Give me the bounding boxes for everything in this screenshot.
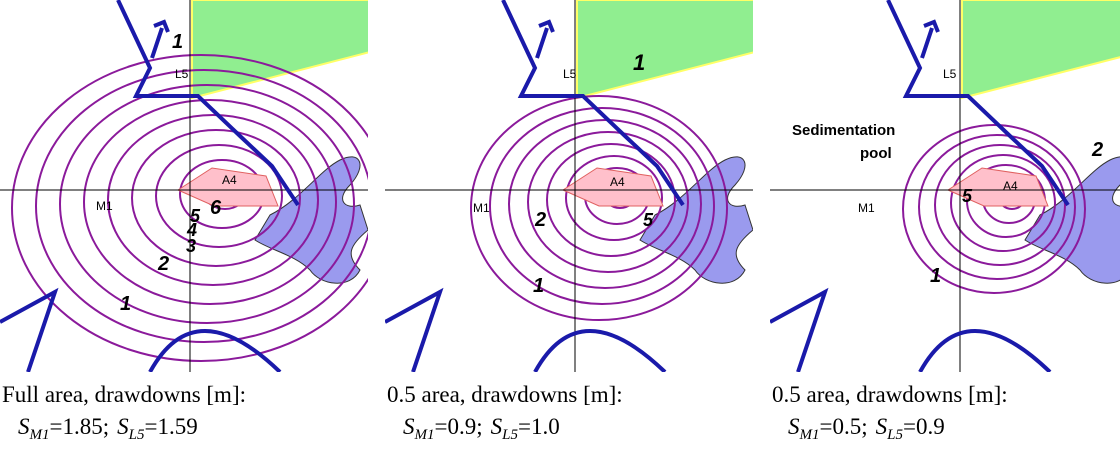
map-label: 1: [120, 293, 131, 315]
map-layer: L5 Sedimentation pool A4 M1 2 5 1: [770, 0, 1120, 372]
map-content: 1 L5 A4 M1 2 5 1: [385, 0, 755, 372]
symbol: S: [403, 414, 415, 439]
map-layer: 1 L5 A4 M1 2 5 1: [385, 0, 755, 372]
map-label: 5: [643, 210, 654, 230]
caption-line: SM1=0.9;SL5=1.0: [403, 414, 560, 443]
symbol: S: [18, 414, 30, 439]
map-label: 5: [962, 186, 973, 206]
caption-line: Full area, drawdowns [m]:: [2, 382, 246, 407]
map-panel: L5 Sedimentation pool A4 M1 2 5 1 0.5 area, draw…: [770, 0, 1120, 443]
subscript: L5: [886, 427, 903, 443]
caption-line: 0.5 area, drawdowns [m]:: [772, 382, 1008, 407]
value: =1.59: [144, 414, 197, 439]
subscript: L5: [128, 427, 145, 443]
caption-line: SM1=0.5;SL5=0.9: [788, 414, 945, 443]
value: =1.85;: [50, 414, 110, 439]
symbol: S: [876, 414, 888, 439]
map-label: pool: [860, 145, 892, 162]
map-label: 1: [172, 31, 183, 53]
caption-line: 0.5 area, drawdowns [m]:: [387, 382, 623, 407]
value: =0.9: [903, 414, 945, 439]
map-label: A4: [1003, 179, 1018, 193]
map-label: L5: [563, 67, 577, 81]
map-label: A4: [610, 175, 625, 189]
map-label: 2: [534, 209, 546, 231]
map-label: 2: [1091, 139, 1103, 161]
map-label: M1: [96, 199, 113, 213]
subscript: M1: [29, 427, 50, 443]
map-label: 1: [533, 275, 544, 297]
value: =0.9;: [435, 414, 483, 439]
symbol: S: [491, 414, 503, 439]
map-label: A4: [222, 173, 237, 187]
map-label: 1: [930, 265, 941, 287]
map-label: Sedimentation: [792, 122, 895, 139]
figure: 1L5A4M1654321Full area, drawdowns [m]:SM…: [0, 0, 1120, 446]
map-content: L5 Sedimentation pool A4 M1 2 5 1: [770, 0, 1120, 372]
map-label: L5: [175, 67, 189, 81]
value: =1.0: [518, 414, 560, 439]
subscript: L5: [501, 427, 518, 443]
map-label: L5: [943, 67, 957, 81]
symbol: S: [117, 414, 129, 439]
map-label: 6: [210, 197, 222, 219]
value: =0.5;: [820, 414, 868, 439]
subscript: M1: [414, 427, 435, 443]
map-label: M1: [473, 201, 490, 215]
map-label: 1: [633, 50, 645, 75]
symbol: S: [788, 414, 800, 439]
map-label: 2: [157, 253, 169, 275]
caption-line: SM1=1.85;SL5=1.59: [18, 414, 198, 443]
map-label: M1: [858, 201, 875, 215]
subscript: M1: [799, 427, 820, 443]
map-label: 3: [186, 236, 196, 256]
